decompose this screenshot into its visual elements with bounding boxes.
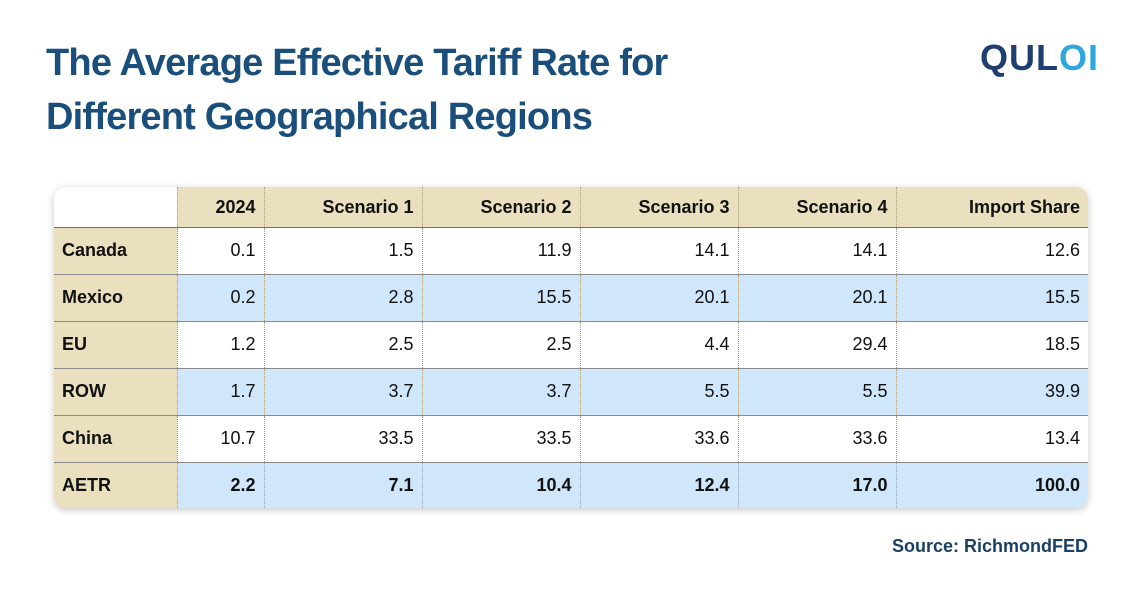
table-row: EU 1.2 2.5 2.5 4.4 29.4 18.5 — [54, 321, 1088, 369]
table-row: China 10.7 33.5 33.5 33.6 33.6 13.4 — [54, 415, 1088, 463]
table-cell: 13.4 — [895, 415, 1088, 463]
column-header-2024: 2024 — [176, 187, 264, 228]
table-cell: 1.2 — [176, 321, 264, 369]
logo-text-light: OI — [1059, 37, 1100, 78]
table-cell: 33.6 — [579, 415, 738, 463]
table-row: ROW 1.7 3.7 3.7 5.5 5.5 39.9 — [54, 368, 1088, 416]
table-cell: 20.1 — [579, 274, 738, 322]
logo-text-dark: QUL — [980, 37, 1059, 78]
table-cell: 2.5 — [421, 321, 580, 369]
table-cell: 2.8 — [263, 274, 422, 322]
table-row: Mexico 0.2 2.8 15.5 20.1 20.1 15.5 — [54, 274, 1088, 322]
table-cell: 33.5 — [263, 415, 422, 463]
table-cell: 5.5 — [737, 368, 896, 416]
column-header-scenario-2: Scenario 2 — [421, 187, 580, 228]
row-label: Mexico — [54, 274, 177, 322]
table-cell: 10.7 — [176, 415, 264, 463]
table-cell: 29.4 — [737, 321, 896, 369]
table-cell: 33.5 — [421, 415, 580, 463]
table-cell: 14.1 — [579, 227, 738, 275]
table-cell: 5.5 — [579, 368, 738, 416]
table-cell: 20.1 — [737, 274, 896, 322]
row-label: Canada — [54, 227, 177, 275]
quloi-logo: QULOI — [980, 38, 1099, 78]
tariff-table-container: 2024 Scenario 1 Scenario 2 Scenario 3 Sc… — [54, 187, 1088, 508]
table-cell: 18.5 — [895, 321, 1088, 369]
table-cell: 0.1 — [176, 227, 264, 275]
table-cell: 17.0 — [737, 462, 896, 508]
table-cell: 15.5 — [895, 274, 1088, 322]
table-cell: 15.5 — [421, 274, 580, 322]
row-label: EU — [54, 321, 177, 369]
table-header-row: 2024 Scenario 1 Scenario 2 Scenario 3 Sc… — [54, 187, 1088, 228]
table-cell: 2.5 — [263, 321, 422, 369]
tariff-table: 2024 Scenario 1 Scenario 2 Scenario 3 Sc… — [54, 187, 1088, 508]
table-cell: 2.2 — [176, 462, 264, 508]
table-cell: 1.7 — [176, 368, 264, 416]
table-cell: 4.4 — [579, 321, 738, 369]
row-label: AETR — [54, 462, 177, 508]
table-cell: 39.9 — [895, 368, 1088, 416]
table-row: Canada 0.1 1.5 11.9 14.1 14.1 12.6 — [54, 227, 1088, 275]
table-cell: 12.4 — [579, 462, 738, 508]
column-header-scenario-4: Scenario 4 — [737, 187, 896, 228]
table-cell: 11.9 — [421, 227, 580, 275]
source-note: Source: RichmondFED — [891, 536, 1088, 556]
table-cell: 3.7 — [263, 368, 422, 416]
row-label: China — [54, 415, 177, 463]
table-cell: 100.0 — [895, 462, 1088, 508]
table-cell: 12.6 — [895, 227, 1088, 275]
table-cell: 7.1 — [263, 462, 422, 508]
page-title: The Average Effective Tariff Rate for Di… — [46, 42, 668, 138]
table-cell: 3.7 — [421, 368, 580, 416]
column-header-import-share: Import Share — [895, 187, 1088, 228]
column-header-corner — [54, 187, 177, 228]
table-cell: 14.1 — [737, 227, 896, 275]
column-header-scenario-1: Scenario 1 — [263, 187, 422, 228]
table-row: AETR 2.2 7.1 10.4 12.4 17.0 100.0 — [54, 462, 1088, 508]
row-label: ROW — [54, 368, 177, 416]
table-cell: 0.2 — [176, 274, 264, 322]
table-cell: 1.5 — [263, 227, 422, 275]
column-header-scenario-3: Scenario 3 — [579, 187, 738, 228]
table-cell: 33.6 — [737, 415, 896, 463]
table-cell: 10.4 — [421, 462, 580, 508]
